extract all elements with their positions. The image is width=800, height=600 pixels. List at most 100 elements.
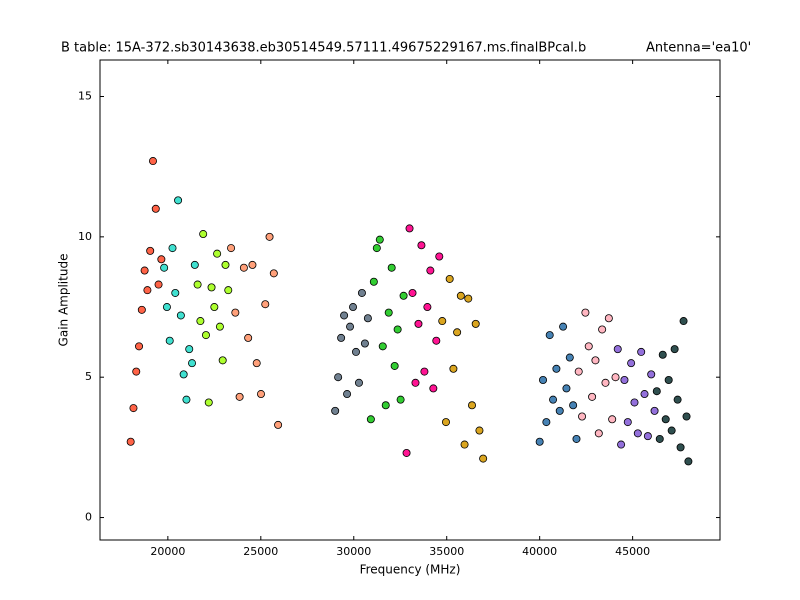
- data-point: [366, 415, 375, 424]
- chart-title: B table: 15A-372.sb30143638.eb30514549.5…: [61, 41, 586, 56]
- data-point: [248, 260, 257, 269]
- data-point: [378, 342, 387, 351]
- data-point: [581, 308, 590, 317]
- data-point: [265, 232, 274, 241]
- data-point: [633, 429, 642, 438]
- data-point: [354, 378, 363, 387]
- data-point: [545, 331, 554, 340]
- data-point: [274, 420, 283, 429]
- y-tick-label: 15: [78, 89, 92, 102]
- data-point: [224, 286, 233, 295]
- data-point: [168, 244, 177, 253]
- data-point: [126, 437, 135, 446]
- x-tick-label: 25000: [243, 545, 278, 558]
- data-point: [360, 339, 369, 348]
- data-point: [171, 288, 180, 297]
- data-point: [627, 359, 636, 368]
- data-point: [381, 401, 390, 410]
- data-point: [684, 457, 693, 466]
- data-point: [363, 314, 372, 323]
- data-point: [664, 375, 673, 384]
- data-point: [456, 291, 465, 300]
- data-point: [667, 426, 676, 435]
- data-point: [396, 395, 405, 404]
- data-point: [453, 328, 462, 337]
- data-point: [402, 448, 411, 457]
- x-axis-label: Frequency (MHz): [360, 563, 461, 577]
- data-point: [420, 367, 429, 376]
- data-point: [611, 373, 620, 382]
- data-point: [679, 317, 688, 326]
- y-axis-label: Gain Amplitude: [57, 254, 71, 347]
- data-point: [146, 246, 155, 255]
- data-point: [559, 322, 568, 331]
- data-point: [604, 314, 613, 323]
- data-point: [479, 454, 488, 463]
- data-point: [598, 325, 607, 334]
- data-point: [218, 356, 227, 365]
- data-point: [460, 440, 469, 449]
- data-point: [650, 406, 659, 415]
- data-point: [387, 263, 396, 272]
- data-point: [185, 345, 194, 354]
- data-point: [340, 311, 349, 320]
- data-point: [221, 260, 230, 269]
- data-point: [331, 406, 340, 415]
- data-point: [584, 342, 593, 351]
- data-point: [539, 375, 548, 384]
- data-point: [343, 390, 352, 399]
- data-point: [231, 308, 240, 317]
- data-point: [165, 336, 174, 345]
- x-tick-label: 30000: [336, 545, 371, 558]
- data-point: [204, 398, 213, 407]
- data-point: [357, 288, 366, 297]
- data-point: [351, 347, 360, 356]
- data-point: [574, 367, 583, 376]
- data-point: [601, 378, 610, 387]
- data-point: [129, 404, 138, 413]
- data-point: [475, 426, 484, 435]
- data-point: [555, 406, 564, 415]
- x-tick-label: 40000: [522, 545, 557, 558]
- data-point: [608, 415, 617, 424]
- plot-frame: [99, 59, 721, 541]
- data-point: [676, 443, 685, 452]
- data-point: [215, 322, 224, 331]
- data-point: [549, 395, 558, 404]
- data-point: [182, 395, 191, 404]
- data-point: [369, 277, 378, 286]
- antenna-label: Antenna='ea10': [646, 41, 751, 56]
- data-point: [617, 440, 626, 449]
- data-point: [346, 322, 355, 331]
- data-point: [441, 418, 450, 427]
- data-point: [188, 359, 197, 368]
- data-point: [269, 269, 278, 278]
- data-point: [399, 291, 408, 300]
- data-point: [190, 260, 199, 269]
- data-point: [390, 361, 399, 370]
- data-point: [176, 311, 185, 320]
- data-point: [572, 434, 581, 443]
- data-point: [137, 305, 146, 314]
- data-point: [673, 395, 682, 404]
- x-tick-label: 35000: [429, 545, 464, 558]
- data-point: [239, 263, 248, 272]
- data-point: [552, 364, 561, 373]
- data-point: [578, 412, 587, 421]
- data-point: [438, 317, 447, 326]
- data-point: [467, 401, 476, 410]
- data-point: [140, 266, 149, 275]
- data-point: [670, 345, 679, 354]
- data-point: [613, 345, 622, 354]
- data-point: [445, 274, 454, 283]
- data-point: [542, 418, 551, 427]
- data-point: [196, 317, 205, 326]
- data-point: [210, 303, 219, 312]
- data-point: [637, 347, 646, 356]
- data-point: [432, 336, 441, 345]
- data-point: [256, 390, 265, 399]
- data-point: [535, 437, 544, 446]
- y-tick-label: 10: [78, 230, 92, 243]
